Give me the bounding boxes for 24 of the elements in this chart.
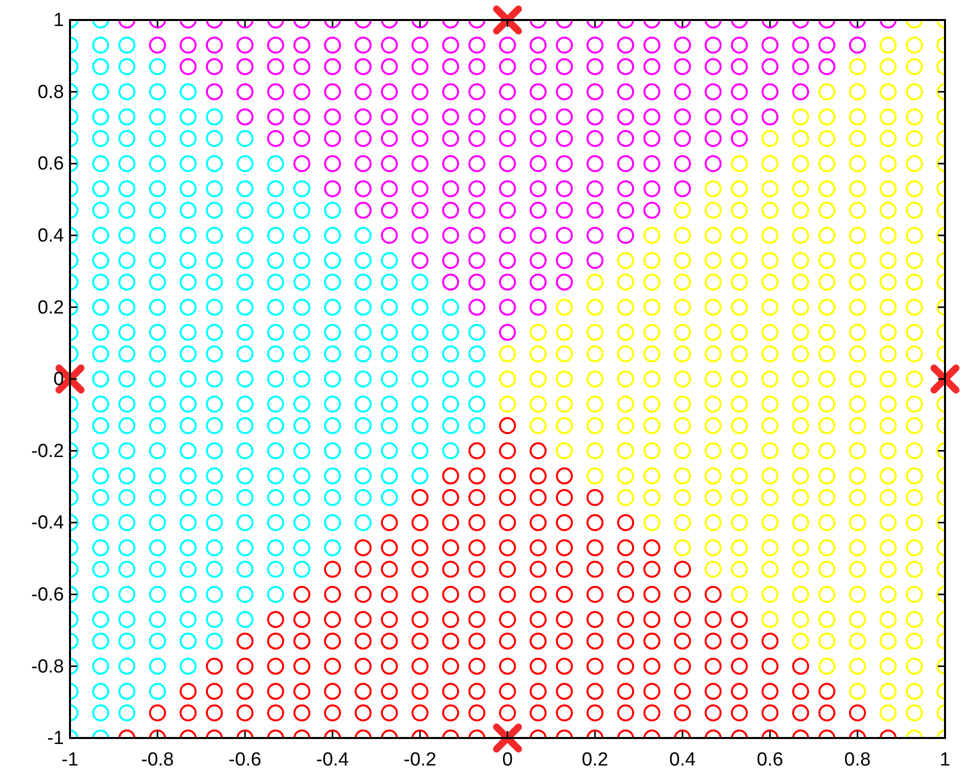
y-tick-label: -0.2 bbox=[31, 440, 64, 462]
y-tick-label: -0.6 bbox=[31, 584, 64, 606]
x-tick-label: 0.8 bbox=[844, 749, 871, 770]
x-tick-label: 0.6 bbox=[756, 749, 784, 770]
y-tick-label: 0.6 bbox=[38, 154, 64, 175]
y-tick-label: -0.8 bbox=[31, 656, 64, 678]
y-tick-label: 0 bbox=[53, 369, 64, 390]
point bbox=[493, 6, 522, 34]
y-tick-label: 0.8 bbox=[38, 82, 64, 103]
y-tick-label: 0.4 bbox=[38, 225, 64, 246]
y-tick-label: 1 bbox=[53, 10, 64, 32]
x-tick-label: 0 bbox=[502, 749, 513, 770]
y-tick-label: -1 bbox=[47, 728, 64, 750]
x-tick-label: -0.8 bbox=[141, 749, 174, 770]
x-tick-label: 1 bbox=[940, 749, 950, 770]
x-tick-label: -0.2 bbox=[404, 749, 436, 770]
x-tick-label: 0.2 bbox=[582, 749, 608, 770]
point bbox=[493, 724, 522, 752]
y-tick-label: -0.4 bbox=[31, 512, 64, 534]
y-tick-label: 0.2 bbox=[38, 297, 64, 318]
x-tick-label: 0.4 bbox=[669, 749, 696, 770]
x-tick-label: -0.4 bbox=[316, 749, 350, 770]
point bbox=[930, 364, 960, 394]
x-tick-label: -0.6 bbox=[228, 749, 262, 770]
